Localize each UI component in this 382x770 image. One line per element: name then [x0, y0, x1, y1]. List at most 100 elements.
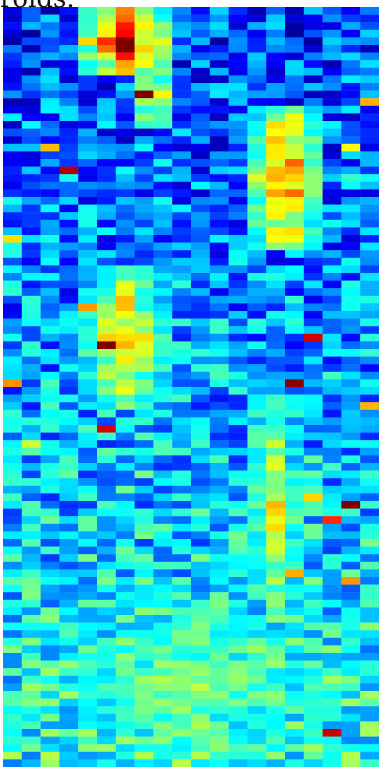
heatmap-cell [172, 539, 192, 547]
heatmap-cell [59, 257, 79, 266]
heatmap-cell [191, 349, 210, 357]
heatmap-cell [3, 736, 22, 745]
heatmap-cell [78, 121, 98, 129]
heatmap-cell [97, 90, 116, 99]
heatmap-cell [191, 29, 210, 38]
heatmap-cell [303, 713, 323, 722]
heatmap-cell [360, 318, 379, 327]
heatmap-cell [228, 607, 248, 616]
heatmap-cell [209, 128, 229, 137]
heatmap-cell [134, 219, 154, 228]
heatmap-cell [153, 113, 173, 122]
heatmap-cell [59, 341, 79, 350]
heatmap-cell [322, 691, 342, 699]
heatmap-cell [115, 128, 135, 137]
heatmap-cell [266, 516, 286, 524]
heatmap-cell [209, 721, 229, 730]
heatmap-cell [3, 561, 22, 570]
heatmap-cell [40, 349, 60, 357]
heatmap-cell [40, 235, 60, 243]
heatmap-cell [40, 265, 60, 274]
heatmap-cell [322, 265, 342, 274]
heatmap-cell [40, 29, 60, 38]
heatmap-cell [40, 197, 60, 205]
heatmap-cell [191, 227, 210, 236]
heatmap-cell [21, 189, 41, 198]
heatmap-cell [322, 387, 342, 395]
heatmap-cell [322, 128, 342, 137]
heatmap-cell [40, 759, 60, 767]
heatmap-cell [3, 280, 22, 289]
heatmap-cell [115, 303, 135, 312]
heatmap-cell [97, 326, 116, 334]
heatmap-cell [172, 280, 192, 289]
heatmap-cell [285, 387, 304, 395]
heatmap-cell [191, 250, 210, 258]
heatmap-cell [322, 341, 342, 350]
heatmap-cell [78, 75, 98, 84]
heatmap-cell [247, 523, 267, 532]
heatmap-cell [285, 121, 304, 129]
heatmap-cell [40, 121, 60, 129]
heatmap-cell [209, 143, 229, 152]
heatmap-cell [134, 318, 154, 327]
heatmap-cell [97, 440, 116, 448]
heatmap-cell [172, 273, 192, 281]
heatmap-cell [322, 250, 342, 258]
heatmap-cell [228, 683, 248, 692]
heatmap-cell [134, 333, 154, 342]
heatmap-cell [303, 250, 323, 258]
heatmap-cell [115, 409, 135, 418]
heatmap-cell [97, 751, 116, 760]
heatmap-cell [78, 577, 98, 585]
heatmap-cell [341, 295, 361, 304]
heatmap-cell [3, 204, 22, 213]
heatmap-cell [3, 219, 22, 228]
heatmap-cell [228, 113, 248, 122]
heatmap-cell [228, 212, 248, 220]
heatmap-cell [172, 402, 192, 410]
heatmap-cell [209, 599, 229, 608]
heatmap-cell [40, 204, 60, 213]
heatmap-cell [228, 546, 248, 555]
heatmap-cell [322, 105, 342, 114]
heatmap-cell [191, 615, 210, 623]
heatmap-cell [153, 622, 173, 631]
heatmap-cell [3, 478, 22, 486]
heatmap-cell [360, 622, 379, 631]
heatmap-cell [209, 660, 229, 669]
heatmap-cell [247, 166, 267, 175]
heatmap-cell [303, 174, 323, 182]
heatmap-cell [21, 394, 41, 403]
heatmap-cell [285, 706, 304, 714]
heatmap-cell [209, 166, 229, 175]
heatmap-cell [247, 478, 267, 486]
heatmap-cell [21, 273, 41, 281]
heatmap-cell [97, 280, 116, 289]
heatmap-cell [247, 417, 267, 426]
heatmap-cell [341, 683, 361, 692]
heatmap-cell [228, 45, 248, 53]
heatmap-cell [266, 577, 286, 585]
heatmap-cell [78, 303, 98, 312]
heatmap-cell [3, 75, 22, 84]
heatmap-cell [59, 470, 79, 479]
heatmap-cell [322, 736, 342, 745]
heatmap-cell [285, 713, 304, 722]
heatmap-cell [303, 265, 323, 274]
heatmap-cell [3, 151, 22, 160]
heatmap-cell [322, 409, 342, 418]
heatmap-cell [266, 447, 286, 456]
heatmap-cell [40, 501, 60, 509]
heatmap-cell [97, 409, 116, 418]
heatmap-cell [59, 615, 79, 623]
heatmap-cell [40, 257, 60, 266]
heatmap-cell [285, 675, 304, 684]
heatmap-cell [228, 128, 248, 137]
heatmap-cell [360, 105, 379, 114]
heatmap-cell [78, 166, 98, 175]
heatmap-cell [59, 592, 79, 600]
heatmap-cell [322, 706, 342, 714]
heatmap-cell [303, 691, 323, 699]
heatmap-cell [3, 523, 22, 532]
